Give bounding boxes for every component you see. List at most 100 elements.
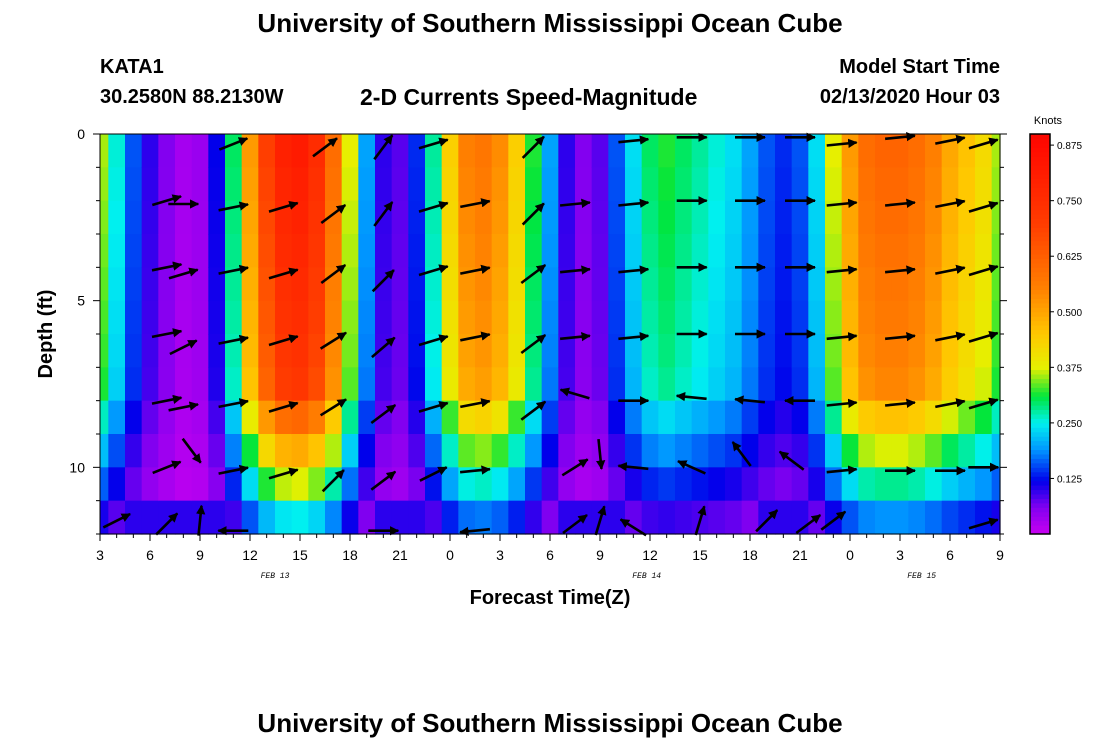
heat-cell — [341, 500, 359, 535]
heat-cell — [308, 367, 326, 402]
heat-cell — [725, 367, 743, 402]
x-tick-label: 12 — [242, 547, 258, 563]
current-vector — [559, 331, 591, 342]
current-vector — [935, 398, 966, 409]
heat-cell — [341, 467, 359, 502]
heat-cell — [208, 200, 226, 235]
heat-cell — [491, 234, 509, 268]
heat-cell — [875, 300, 893, 335]
heat-cell — [991, 434, 1001, 468]
x-axis-title: Forecast Time(Z) — [470, 587, 631, 609]
current-vector — [155, 512, 179, 536]
heat-cell — [358, 400, 376, 435]
heat-cell — [291, 500, 309, 535]
heat-cell — [258, 234, 276, 268]
colorbar-segment — [1030, 387, 1050, 393]
heat-cell — [241, 234, 259, 268]
heat-cell — [308, 467, 326, 502]
heat-cell — [241, 367, 259, 402]
heat-cell — [591, 167, 609, 202]
heat-cell — [841, 434, 859, 468]
colorbar-segment — [1030, 298, 1050, 304]
heat-cell — [758, 234, 776, 268]
heat-cell — [391, 167, 409, 202]
current-vector — [968, 137, 999, 150]
colorbar-segment — [1030, 276, 1050, 282]
current-vector — [826, 265, 858, 275]
heat-cell — [741, 234, 759, 268]
heat-cell — [208, 467, 226, 502]
heat-cell — [975, 300, 993, 335]
heat-cell — [658, 500, 676, 535]
heat-cell — [658, 134, 676, 168]
heat-cell — [741, 134, 759, 168]
heat-cell — [175, 467, 193, 502]
colorbar-segment — [1030, 294, 1050, 299]
heat-cell — [708, 500, 726, 535]
heat-cell — [925, 167, 943, 202]
heat-cell — [708, 367, 726, 402]
current-vector — [459, 465, 491, 475]
heat-cell — [458, 200, 476, 235]
heat-cell — [225, 467, 243, 502]
colorbar-tick-label: 0.625 — [1057, 252, 1082, 263]
colorbar-segment — [1030, 191, 1050, 197]
colorbar-segment — [1030, 258, 1050, 264]
footer-title: University of Southern Mississippi Ocean… — [257, 708, 843, 738]
heat-cell — [858, 500, 876, 535]
heat-cell — [641, 467, 659, 502]
heat-cell — [541, 167, 559, 202]
colorbar-segment — [1030, 476, 1050, 482]
colorbar-segment — [1030, 142, 1050, 148]
heat-cell — [125, 200, 143, 235]
heat-cell — [141, 334, 159, 368]
heat-cell — [141, 400, 159, 435]
colorbar-segment — [1030, 507, 1050, 513]
current-vector — [619, 518, 647, 537]
heat-cell — [225, 167, 243, 202]
heat-cell — [758, 167, 776, 202]
current-vector — [370, 470, 397, 491]
heat-cell — [591, 367, 609, 402]
colorbar-segment — [1030, 525, 1050, 531]
heat-cell — [291, 234, 309, 268]
colorbar-segment — [1030, 222, 1050, 228]
heat-cell — [858, 234, 876, 268]
heat-cell — [708, 300, 726, 335]
heat-cell — [408, 300, 426, 335]
current-vector — [826, 198, 858, 208]
heat-cell — [158, 467, 176, 502]
current-vector — [181, 437, 202, 464]
heat-cell — [525, 200, 543, 235]
heat-cell — [458, 334, 476, 368]
heat-cell — [758, 467, 776, 502]
colorbar-segment — [1030, 249, 1050, 255]
heat-cell — [325, 467, 343, 502]
colorbar-segment — [1030, 147, 1050, 153]
heat-cell — [908, 167, 926, 202]
current-vector — [418, 137, 449, 150]
heat-cell — [375, 367, 393, 402]
heat-cell — [125, 467, 143, 502]
heat-cell — [125, 400, 143, 435]
heat-cell — [875, 334, 893, 368]
heat-cell — [275, 300, 293, 335]
heat-cell — [491, 400, 509, 435]
heat-cell — [108, 400, 126, 435]
current-vector — [268, 400, 299, 413]
heat-cell — [441, 167, 459, 202]
current-vector — [826, 398, 858, 408]
heat-cell — [208, 134, 226, 168]
heat-cell — [941, 367, 959, 402]
current-vector — [559, 265, 591, 275]
heat-cell — [258, 200, 276, 235]
colorbar-segment — [1030, 458, 1050, 464]
heat-cell — [925, 500, 943, 535]
colorbar-segment — [1030, 138, 1050, 144]
heat-cell — [408, 367, 426, 402]
heat-cell — [100, 434, 109, 468]
x-tick-label: 6 — [946, 547, 954, 563]
heat-cell — [141, 167, 159, 202]
heat-cell — [325, 234, 343, 268]
current-vector — [617, 461, 649, 472]
